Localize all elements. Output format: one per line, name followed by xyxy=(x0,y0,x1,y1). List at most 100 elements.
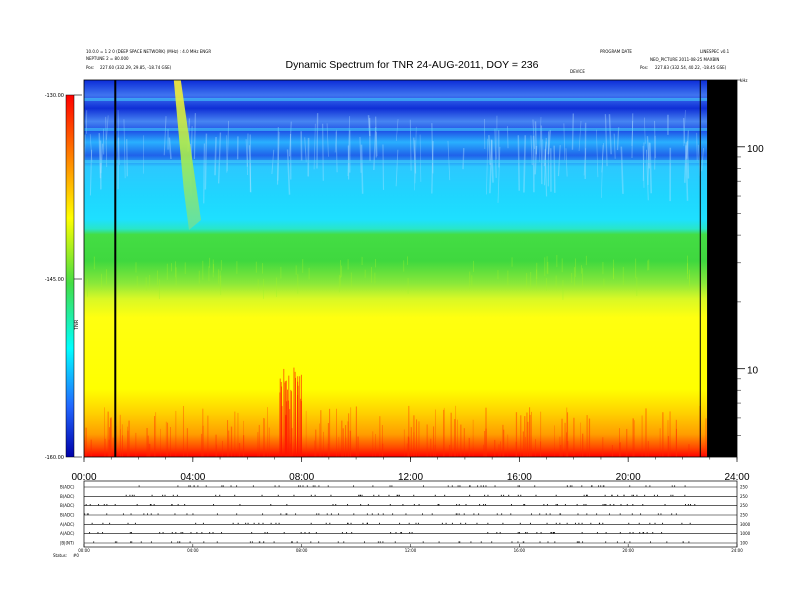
lower-row-dot xyxy=(603,485,605,487)
lower-row-dot xyxy=(485,504,487,506)
lower-row-dot xyxy=(315,532,317,534)
lower-row-dot xyxy=(343,541,345,543)
lower-row-dot xyxy=(318,485,320,487)
lower-row-dot xyxy=(98,504,100,506)
lower-row-dot xyxy=(162,494,164,496)
lower-row-dot xyxy=(196,532,198,534)
lower-row-dot xyxy=(684,485,686,487)
lower-row-dot xyxy=(484,494,486,496)
lower-row-dot xyxy=(480,485,482,487)
lower-row-dot xyxy=(604,494,606,496)
lower-row-dot xyxy=(417,522,419,524)
lower-row-dot xyxy=(390,532,392,534)
lower-row-dot xyxy=(125,494,127,496)
colorbar-tick-label: -145.00 xyxy=(45,277,64,283)
streak-blue xyxy=(601,145,604,198)
lower-row-dot xyxy=(274,485,276,487)
lower-row-dot xyxy=(371,513,373,515)
lower-row-dot xyxy=(660,513,662,515)
lower-row-dot xyxy=(232,522,234,524)
lower-row-dot xyxy=(666,541,668,543)
streak-blue xyxy=(645,149,649,201)
streak-blue xyxy=(431,141,434,194)
lower-row-dot xyxy=(174,513,176,515)
lower-row-dot xyxy=(171,504,173,506)
lower-row-dot xyxy=(399,522,401,524)
lower-row-dot xyxy=(586,513,588,515)
lower-row-dot xyxy=(670,494,672,496)
streak-blue xyxy=(98,133,102,179)
lower-row-dot xyxy=(114,504,116,506)
lower-row-dot xyxy=(611,494,613,496)
lower-row-dot xyxy=(87,513,89,515)
lower-row-dot xyxy=(295,513,297,515)
lower-row-dot xyxy=(642,504,644,506)
lower-row-dot xyxy=(604,504,606,506)
lower-row-dot xyxy=(550,532,552,534)
lower-row-dot xyxy=(646,532,648,534)
lower-row-dot xyxy=(413,494,415,496)
lower-row-dot xyxy=(327,485,329,487)
lower-row-dot xyxy=(230,485,232,487)
lower-row-dot xyxy=(459,541,461,543)
lower-row-dot xyxy=(131,494,133,496)
lower-row-dot xyxy=(364,541,366,543)
lower-x-tick-label: 20:00 xyxy=(622,548,634,553)
x-tick-label: 20:00 xyxy=(616,472,641,483)
lower-row-dot xyxy=(150,513,152,515)
lower-row-dot xyxy=(482,485,484,487)
lower-row-dot xyxy=(366,513,368,515)
lower-row-dot xyxy=(234,494,236,496)
streak-blue xyxy=(532,119,535,149)
lower-row-dot xyxy=(401,532,403,534)
streak-blue xyxy=(646,136,651,169)
streak-blue xyxy=(203,143,205,204)
lower-row-dot xyxy=(539,513,541,515)
lower-row-right-label: 250 xyxy=(740,494,748,499)
lower-row-dot xyxy=(150,541,152,543)
lower-row-dot xyxy=(134,522,136,524)
lower-row-dot xyxy=(459,485,461,487)
lower-row-dot xyxy=(664,504,666,506)
colorbar xyxy=(65,94,75,458)
lower-row-dot xyxy=(465,504,467,506)
lower-row-dot xyxy=(577,541,579,543)
lower-row-dot xyxy=(456,504,458,506)
streak-blue xyxy=(245,139,249,176)
y-right-tick-label: 10 xyxy=(747,366,759,377)
lower-row-dot xyxy=(188,485,190,487)
lower-row-dot xyxy=(444,494,446,496)
lower-row-dot xyxy=(221,532,223,534)
lower-row-dot xyxy=(487,522,489,524)
lower-panel: B(ADC) 250 B(ADC) 250 B(ADC) 250 B(ADC) 250 A(AD… xyxy=(60,485,751,554)
lower-row-dot xyxy=(366,522,368,524)
lower-row-dot xyxy=(262,513,264,515)
lower-row-dot xyxy=(184,504,186,506)
lower-row-dot xyxy=(605,541,607,543)
lower-row-dot xyxy=(675,513,677,515)
streak-blue xyxy=(367,115,371,137)
lower-row-dot xyxy=(332,504,334,506)
lower-row-dot xyxy=(590,522,592,524)
lower-row-dot xyxy=(638,522,640,524)
lower-row-dot xyxy=(84,513,86,515)
lower-row-dot xyxy=(545,513,547,515)
lower-row-dot xyxy=(523,541,525,543)
lower-row-dot xyxy=(130,541,132,543)
lower-row-dot xyxy=(602,504,604,506)
streak-blue xyxy=(106,115,109,140)
lower-row-dot xyxy=(106,513,108,515)
lower-row-dot xyxy=(632,532,634,534)
lower-row-dot xyxy=(684,504,686,506)
lower-row-dot xyxy=(517,541,519,543)
lower-row-dot xyxy=(314,494,316,496)
streak-blue xyxy=(359,136,362,173)
lower-row-dot xyxy=(129,532,131,534)
lower-row-dot xyxy=(636,494,638,496)
lower-x-tick-label: 12:00 xyxy=(405,548,417,553)
streak-blue xyxy=(701,148,704,172)
lower-row-dot xyxy=(396,494,398,496)
lower-row-dot xyxy=(569,485,571,487)
lower-row-dot xyxy=(582,541,584,543)
lower-row-dot xyxy=(277,494,279,496)
